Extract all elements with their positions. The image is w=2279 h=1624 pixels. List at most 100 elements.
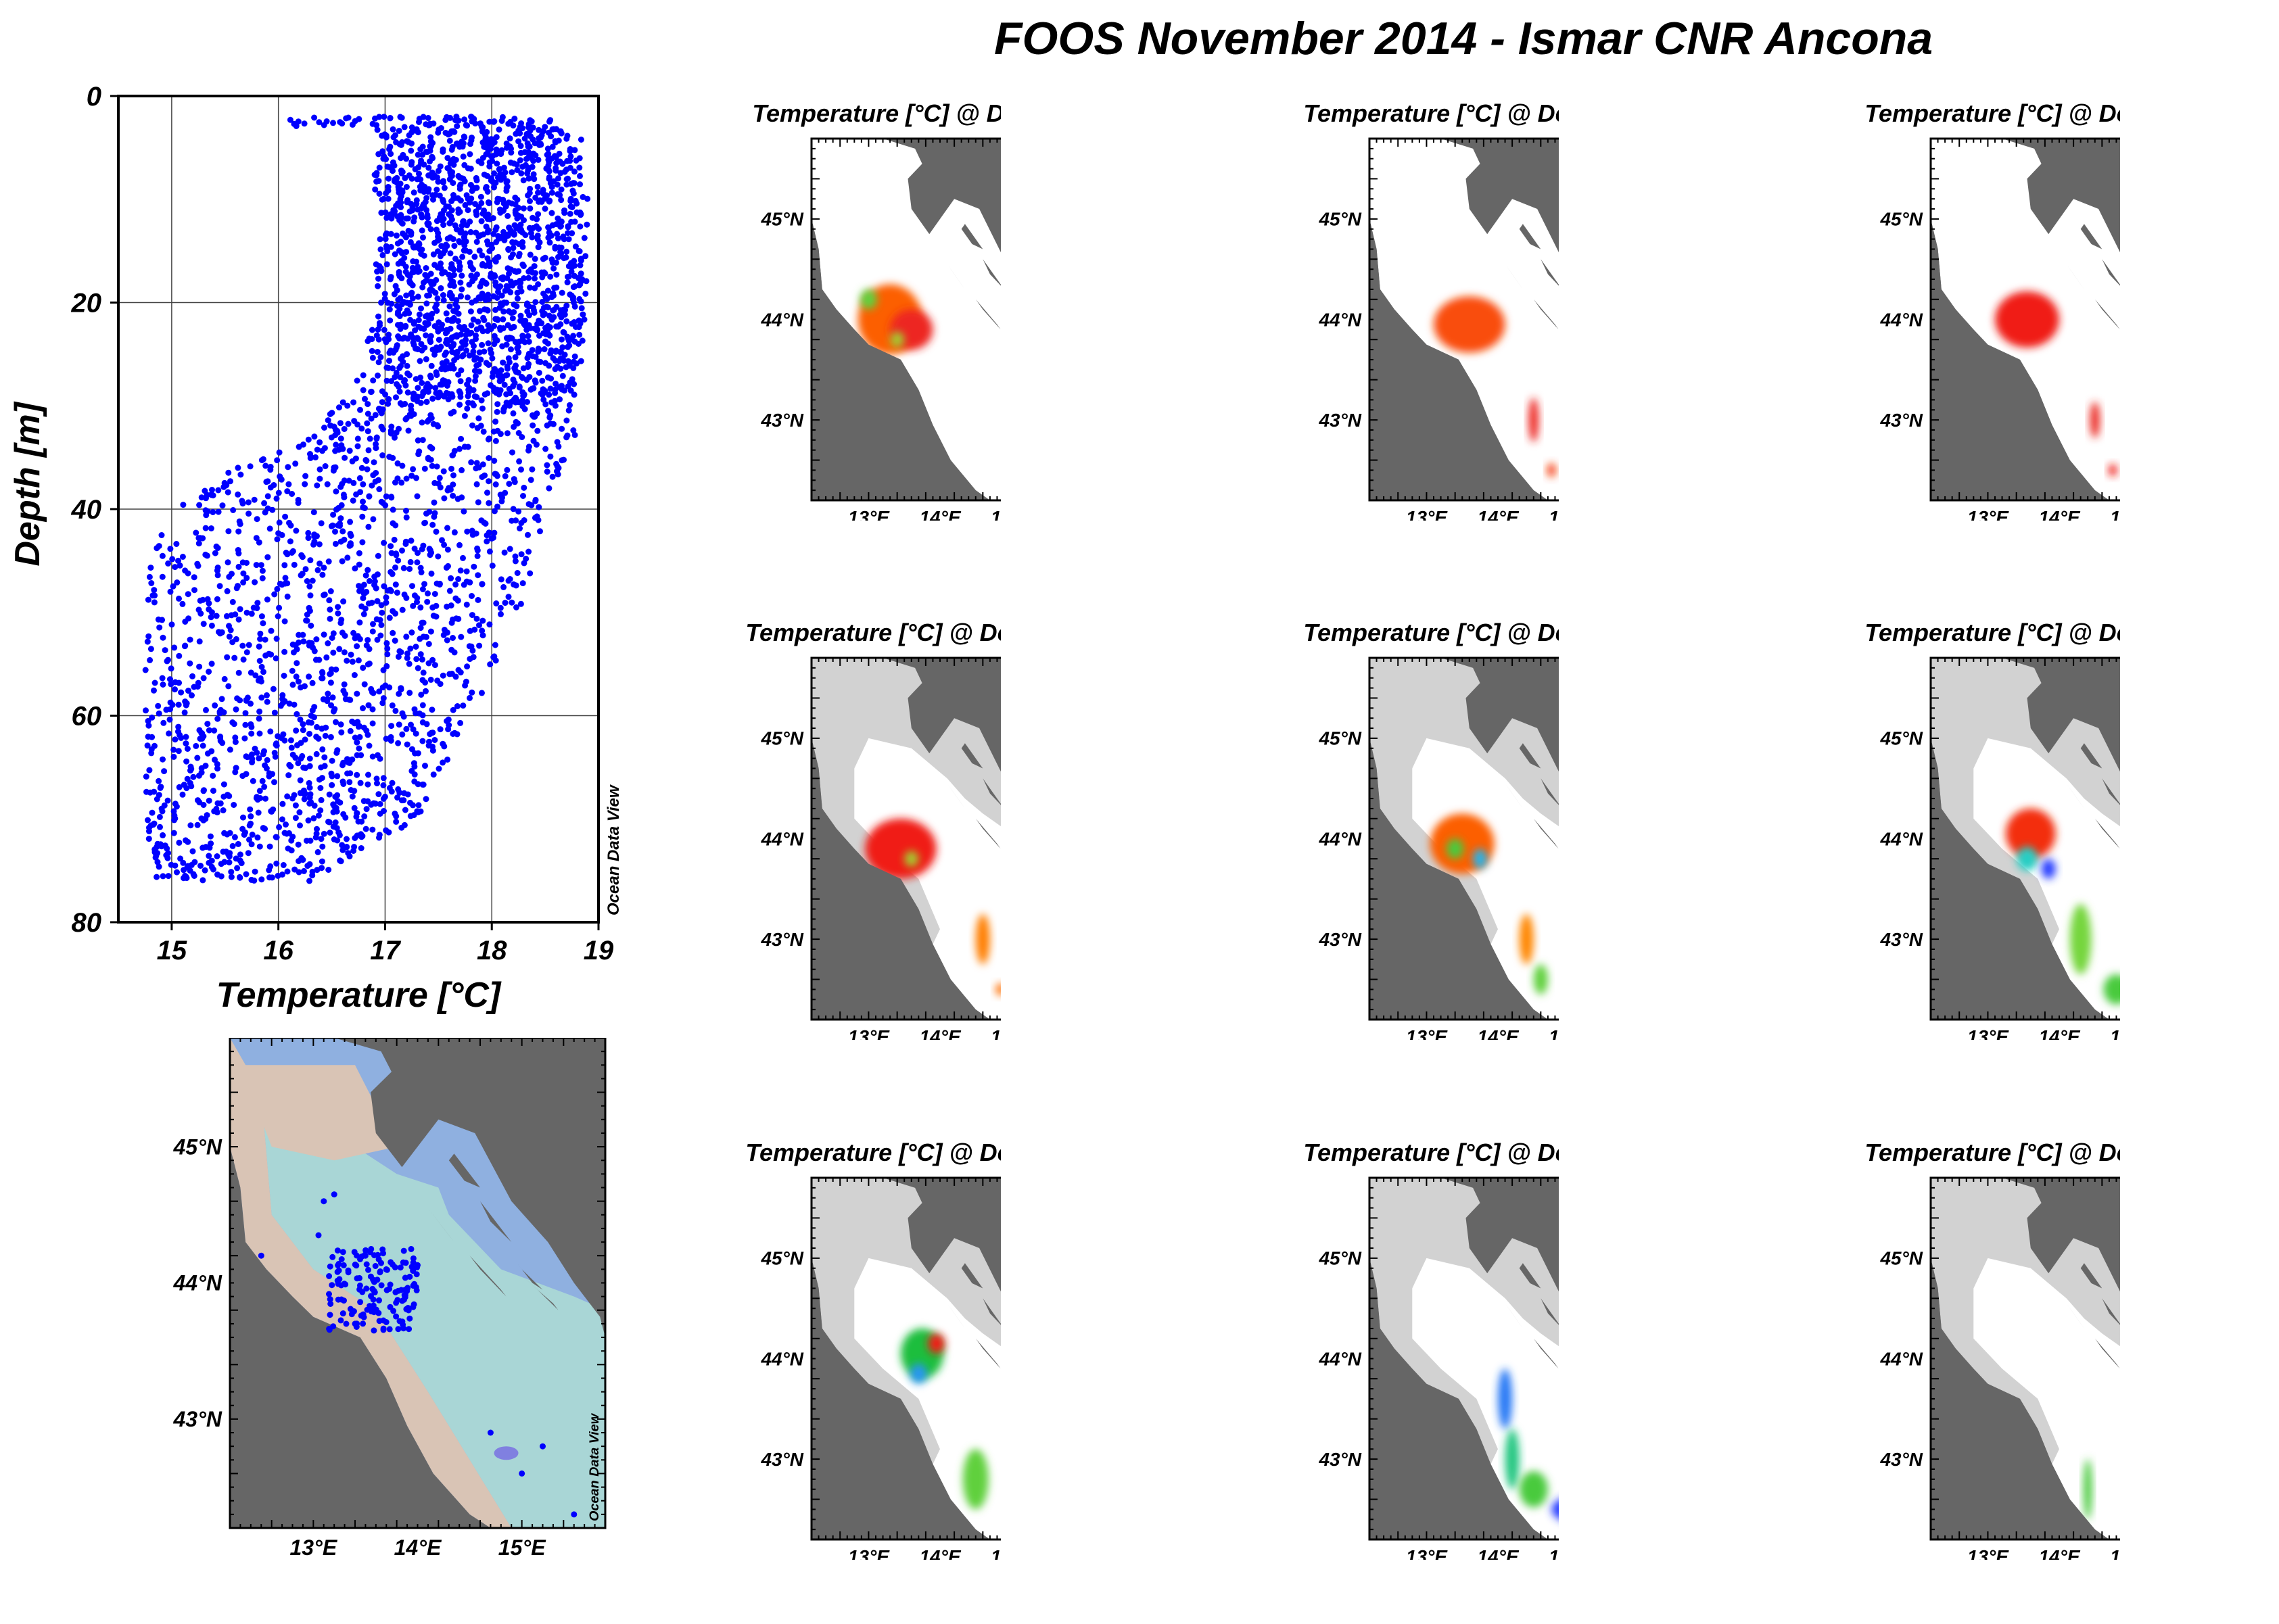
data-point [460,153,467,160]
data-point [360,611,367,617]
data-point [467,694,473,701]
data-point [509,449,515,456]
data-point [509,599,515,606]
data-point [230,507,237,513]
data-point [160,873,166,880]
data-point [397,374,404,381]
data-point [347,727,354,734]
latitude-label: 45°N [760,209,803,230]
data-point [219,740,226,746]
longitude-label: 13°E [848,1546,890,1560]
data-point [328,702,334,709]
latitude-label: 43°N [1879,410,1923,431]
latitude-label: 43°N [1879,929,1923,950]
data-point [392,707,399,714]
data-point [316,439,323,446]
data-point [233,585,240,592]
data-point [548,189,555,196]
data-point [281,562,288,569]
data-point [457,279,464,286]
data-point [427,226,434,233]
longitude-label: 13°E [1967,1026,2009,1040]
data-point [454,123,461,130]
data-point [476,642,483,649]
data-point [300,727,306,734]
data-point [534,427,541,434]
data-point [329,782,335,788]
data-point [333,666,339,673]
data-point [273,636,280,642]
data-point [298,552,305,558]
data-point [452,581,459,588]
longitude-label: 14°E [1477,507,1519,521]
data-point [358,425,365,432]
data-point [160,634,166,641]
data-point [183,785,190,792]
data-point [457,669,464,675]
data-point [491,333,498,339]
temperature-patch [1528,398,1539,442]
data-point [404,650,410,657]
data-point [266,843,273,850]
data-point [279,816,285,823]
data-point [295,841,302,848]
data-point [460,554,466,561]
data-point [203,495,209,502]
map-body [1931,658,2120,1020]
data-point [243,871,250,878]
data-point [256,709,263,715]
data-point [381,540,387,546]
data-point [546,197,553,204]
data-point [504,467,511,473]
data-point [325,690,331,697]
data-point [327,615,333,622]
data-point [383,736,390,742]
data-point [276,823,283,830]
data-point [403,514,410,521]
data-point [264,698,271,705]
data-point [525,274,532,281]
data-point [493,600,500,606]
data-point [500,583,507,590]
data-point [464,405,471,412]
temperature-map-depth-2: Temperature [°C] @ Depth [m]=2 45°N 44°N 43… [752,99,1001,521]
data-point [549,143,556,150]
data-point [420,542,427,549]
data-point [268,627,275,634]
data-point [365,447,372,454]
data-point [403,725,410,732]
data-point [302,473,309,479]
data-point [388,494,395,501]
data-point [384,651,391,658]
temperature-patch [2016,846,2038,871]
data-point [233,706,239,713]
data-point [317,807,324,814]
data-point [262,462,269,469]
data-point [520,493,526,499]
longitude-label: 13°E [1967,507,2009,521]
data-point [408,629,415,636]
map-title: Temperature [°C] @ Depth [m]=70 [1303,1139,1559,1166]
data-point [358,845,365,851]
data-point [239,642,246,649]
data-point [302,566,309,573]
data-point [190,773,197,780]
data-point [271,779,277,786]
longitude-label: 13°E [848,1026,890,1040]
data-point [210,788,216,794]
longitude-label: 15°E [991,1026,1001,1040]
data-point [200,621,207,627]
temperature-patch [975,913,990,965]
data-point [454,496,461,502]
data-point [519,580,526,587]
data-point [388,378,395,385]
data-point [411,592,418,599]
temperature-patch [860,289,878,310]
data-point [273,495,280,502]
data-point [559,425,565,432]
data-point [322,732,329,739]
data-point [527,477,534,483]
longitude-label: 14°E [919,1546,961,1560]
data-point [411,771,418,778]
data-point [159,573,166,580]
